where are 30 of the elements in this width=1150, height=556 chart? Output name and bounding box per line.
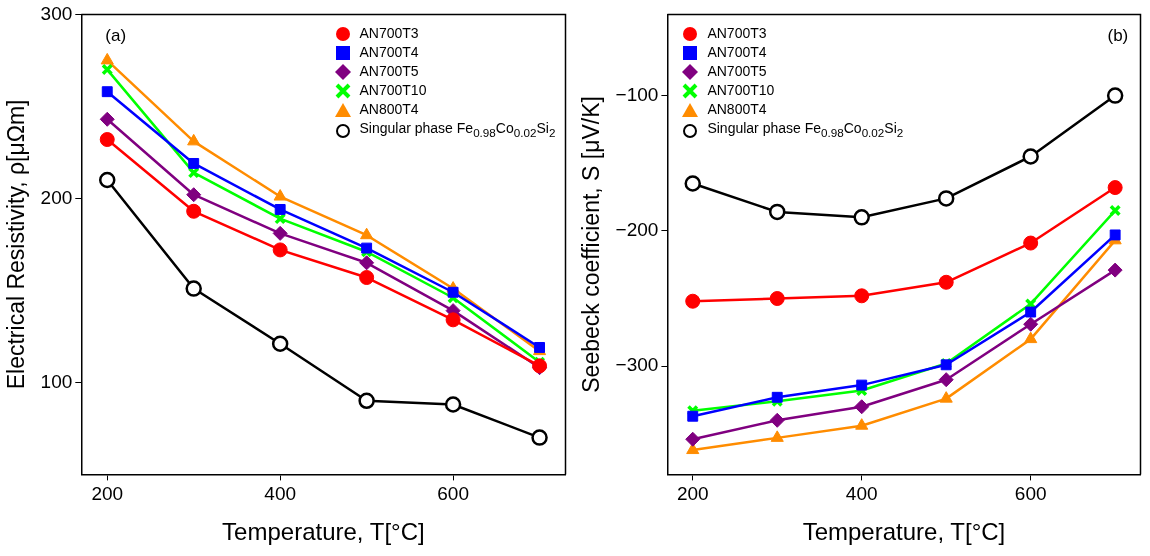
y-tick-label: −200 xyxy=(615,219,659,241)
x-tick-label: 600 xyxy=(1014,483,1047,505)
y-tick-label: −300 xyxy=(615,354,659,376)
x-tick-label: 200 xyxy=(91,483,124,505)
legend-label: AN700T10 xyxy=(359,81,427,101)
x-axis-title: Temperature, T[°C] xyxy=(802,518,1006,546)
x-tick-label: 200 xyxy=(676,483,709,505)
y-axis-title: Seebeck coefficient, S [μV/K] xyxy=(578,96,605,393)
legend-label: AN700T3 xyxy=(359,24,419,44)
y-tick-label: 100 xyxy=(40,370,73,392)
y-tick-label: 200 xyxy=(40,186,73,208)
legend-label: Singular phase Fe$_{0.98}$Co$_{0.02}$Si$_{2}$ xyxy=(359,119,556,142)
x-tick-label: 400 xyxy=(264,483,297,505)
annotation: (b) xyxy=(1107,26,1129,47)
x-axis-title: Temperature, T[°C] xyxy=(222,518,425,546)
legend-label: Singular phase Fe$_{0.98}$Co$_{0.02}$Si$_{2}$ xyxy=(707,119,904,142)
legend-label: AN700T5 xyxy=(359,62,419,82)
legend-label: AN700T3 xyxy=(707,24,767,44)
legend-label: AN700T4 xyxy=(359,43,419,63)
legend-label: AN800T4 xyxy=(359,100,419,120)
legend-label: AN800T4 xyxy=(707,100,767,120)
y-tick-label: −100 xyxy=(615,83,659,105)
annotation: (a) xyxy=(105,26,127,47)
x-tick-label: 400 xyxy=(845,483,878,505)
legend-label: AN700T10 xyxy=(707,81,775,101)
legend-label: AN700T4 xyxy=(707,43,767,63)
x-tick-label: 600 xyxy=(437,483,469,505)
y-axis-title: Electrical Resistivity, ρ[μΩm] xyxy=(3,99,30,390)
legend-label: AN700T5 xyxy=(707,62,767,82)
y-tick-label: 300 xyxy=(40,2,73,24)
